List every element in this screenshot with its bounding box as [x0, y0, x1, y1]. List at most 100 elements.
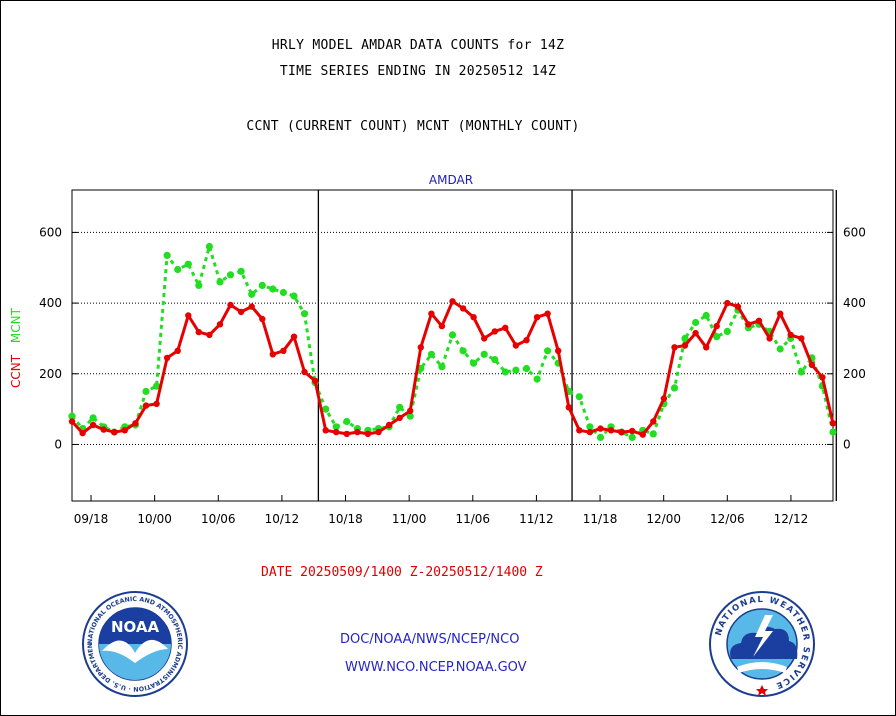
point-ccnt-26 — [343, 430, 350, 438]
point-ccnt-4 — [111, 428, 118, 436]
chart-title-line1: HRLY MODEL AMDAR DATA COUNTS for 14Z — [271, 38, 565, 53]
point-ccnt-61 — [713, 322, 720, 330]
noaa-wordmark: NOAA — [111, 618, 160, 636]
point-mcnt-19 — [269, 285, 277, 293]
point-mcnt-32 — [406, 412, 414, 420]
point-mcnt-44 — [533, 375, 541, 383]
point-ccnt-55 — [650, 418, 657, 425]
point-ccnt-67 — [777, 310, 784, 317]
point-mcnt-42 — [512, 366, 520, 374]
point-ccnt-72 — [829, 420, 837, 427]
x-tick-label-9: 12/00 — [646, 512, 681, 526]
point-ccnt-47 — [565, 404, 572, 411]
point-ccnt-48 — [576, 427, 583, 434]
y-tick-labels: 0 0 200 200 400 400 600 600 — [39, 225, 866, 451]
point-ccnt-40 — [491, 328, 498, 335]
chart-title-line2: TIME SERIES ENDING IN 20250512 14Z — [279, 64, 557, 79]
point-ccnt-14 — [216, 321, 224, 328]
point-ccnt-13 — [206, 331, 213, 339]
point-mcnt-59 — [692, 318, 700, 327]
day-separators — [317, 190, 837, 501]
point-mcnt-16 — [237, 267, 245, 275]
y-tick-label-right-200: 200 — [843, 367, 866, 381]
point-mcnt-69 — [797, 368, 805, 376]
point-ccnt-5 — [121, 427, 128, 434]
point-mcnt-55 — [649, 430, 657, 438]
point-ccnt-20 — [280, 347, 287, 354]
point-mcnt-2 — [89, 414, 97, 422]
y-tick-label-left-0: 0 — [54, 437, 62, 451]
point-ccnt-35 — [438, 322, 446, 330]
credit-website-link[interactable]: WWW.NCO.NCEP.NOAA.GOV — [345, 660, 527, 675]
credit-org-path[interactable]: DOC/NOAA/NWS/NCEP/NCO — [340, 632, 520, 647]
point-ccnt-16 — [237, 308, 245, 316]
y-tick-label-left-400: 400 — [39, 296, 62, 310]
series-mcnt — [68, 242, 837, 441]
point-ccnt-2 — [89, 421, 97, 429]
point-ccnt-39 — [481, 335, 488, 342]
point-mcnt-37 — [459, 347, 467, 355]
y-tick-label-right-600: 600 — [843, 225, 866, 239]
x-tick-label-8: 11/18 — [583, 512, 618, 526]
y-axis-label-ccnt: CCNT — [9, 354, 23, 388]
point-ccnt-17 — [248, 303, 255, 310]
series-line-mcnt — [70, 245, 835, 439]
y-tick-label-right-0: 0 — [843, 437, 851, 451]
x-tick-label-3: 10/12 — [265, 512, 300, 526]
point-mcnt-49 — [586, 423, 594, 431]
series-ccnt — [68, 298, 837, 438]
point-ccnt-0 — [68, 418, 76, 425]
point-mcnt-48 — [575, 393, 583, 401]
point-mcnt-39 — [480, 350, 488, 358]
point-ccnt-19 — [269, 351, 276, 358]
plot-area — [71, 189, 834, 502]
point-mcnt-57 — [670, 384, 679, 392]
point-ccnt-1 — [79, 429, 86, 437]
point-ccnt-31 — [396, 414, 403, 422]
date-range-label: DATE 20250509/1400 Z-20250512/1400 Z — [261, 565, 543, 580]
x-tick-label-6: 11/06 — [455, 512, 490, 526]
point-mcnt-9 — [163, 251, 171, 259]
point-mcnt-34 — [427, 350, 435, 358]
point-ccnt-51 — [607, 427, 615, 434]
point-mcnt-22 — [300, 310, 309, 318]
point-mcnt-31 — [396, 403, 404, 411]
x-tick-label-0: 09/18 — [74, 512, 109, 526]
x-tick-label-1: 10/00 — [137, 512, 172, 526]
point-mcnt-35 — [438, 363, 446, 371]
point-mcnt-62 — [723, 327, 731, 335]
point-ccnt-59 — [692, 329, 699, 337]
svg-text:CCNT MCNT: CCNT MCNT — [9, 307, 23, 388]
point-ccnt-56 — [660, 395, 668, 402]
point-mcnt-25 — [332, 423, 340, 431]
point-ccnt-66 — [766, 335, 773, 342]
chart-subtitle: CCNT (CURRENT COUNT) MCNT (MONTHLY COUNT… — [246, 119, 580, 134]
y-tick-label-left-600: 600 — [39, 225, 62, 239]
point-ccnt-36 — [449, 298, 456, 305]
point-mcnt-17 — [248, 290, 256, 298]
point-ccnt-57 — [671, 344, 678, 351]
point-ccnt-41 — [502, 324, 509, 331]
point-ccnt-21 — [290, 333, 298, 340]
point-ccnt-52 — [618, 428, 625, 436]
point-mcnt-0 — [68, 412, 76, 420]
point-mcnt-43 — [522, 364, 531, 373]
point-mcnt-15 — [226, 271, 235, 279]
point-ccnt-53 — [629, 427, 636, 435]
y-axis-label-mcnt: MCNT — [9, 307, 23, 343]
point-ccnt-63 — [734, 303, 742, 310]
point-ccnt-11 — [185, 312, 192, 319]
point-ccnt-71 — [819, 374, 826, 381]
point-mcnt-14 — [216, 278, 224, 286]
point-ccnt-49 — [586, 428, 594, 436]
point-ccnt-68 — [787, 331, 794, 339]
point-mcnt-21 — [290, 292, 298, 300]
point-mcnt-67 — [776, 345, 784, 353]
point-ccnt-58 — [681, 342, 689, 349]
point-ccnt-33 — [417, 344, 424, 351]
point-ccnt-42 — [512, 342, 520, 349]
point-ccnt-46 — [555, 347, 562, 354]
point-mcnt-26 — [343, 417, 351, 426]
point-ccnt-54 — [639, 431, 646, 438]
point-mcnt-41 — [501, 368, 509, 376]
